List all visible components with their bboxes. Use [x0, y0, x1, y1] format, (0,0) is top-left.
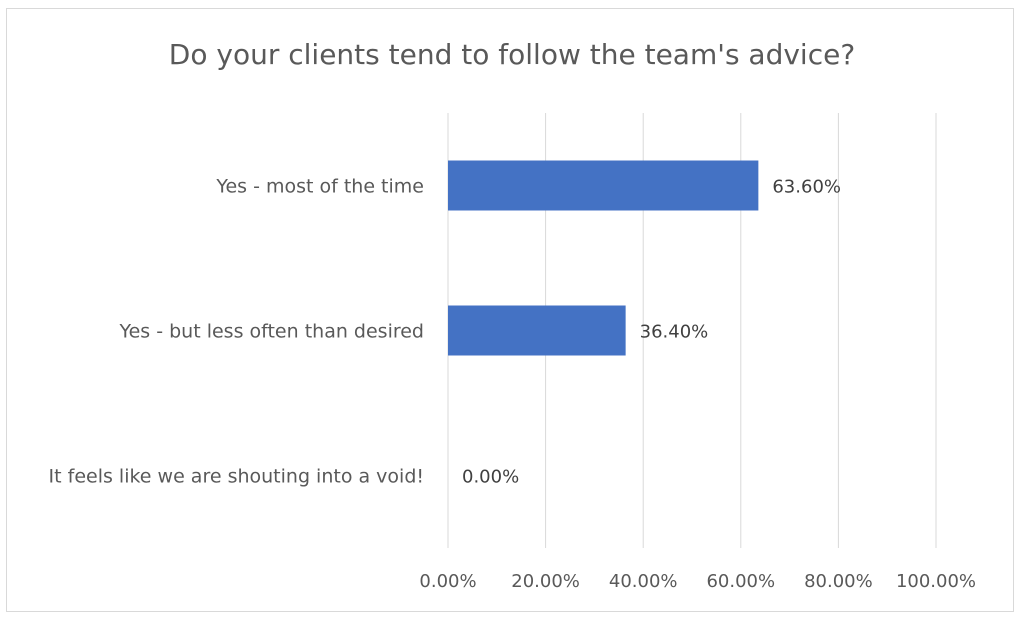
- category-label: It feels like we are shouting into a voi…: [49, 466, 424, 488]
- x-tick-label: 0.00%: [419, 571, 476, 592]
- x-tick-label: 20.00%: [511, 571, 580, 592]
- x-tick-label: 80.00%: [804, 571, 873, 592]
- category-label: Yes - most of the time: [215, 176, 424, 198]
- x-tick-label: 60.00%: [706, 571, 775, 592]
- data-label: 63.60%: [772, 177, 841, 198]
- x-tick-label: 40.00%: [609, 571, 678, 592]
- bar[interactable]: [448, 305, 626, 356]
- category-label: Yes - but less often than desired: [119, 321, 425, 343]
- x-tick-label: 100.00%: [896, 571, 976, 592]
- data-label: 36.40%: [640, 322, 709, 343]
- bar[interactable]: [448, 160, 759, 211]
- chart-title: Do your clients tend to follow the team'…: [168, 38, 856, 71]
- data-label: 0.00%: [462, 467, 519, 488]
